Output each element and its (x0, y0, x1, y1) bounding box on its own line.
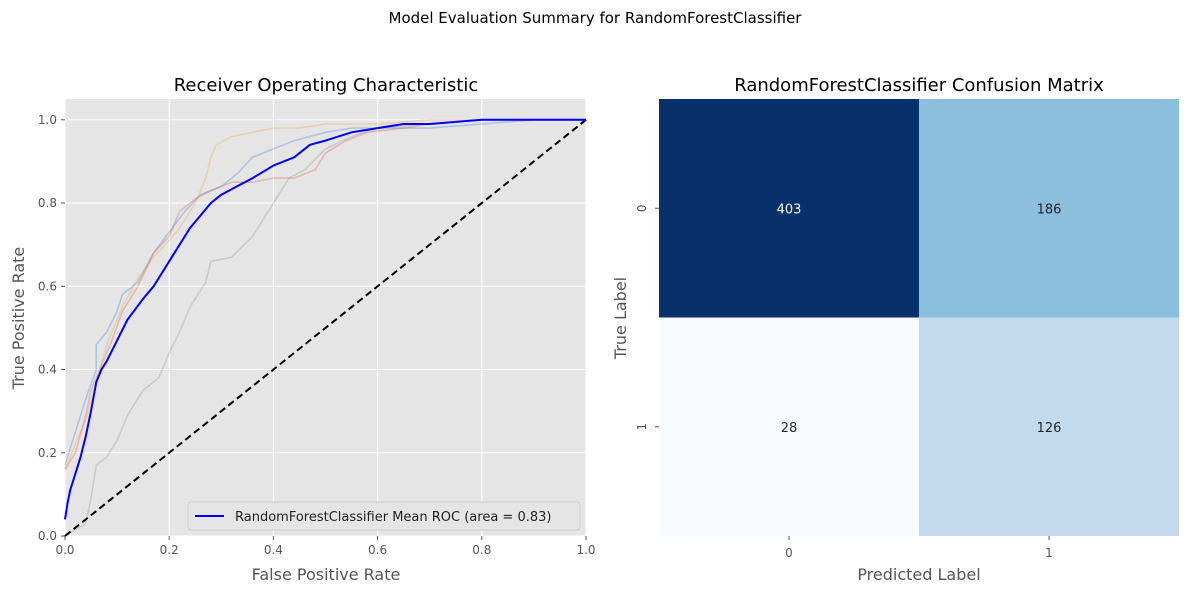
roc-x-tick-label: 0.6 (368, 543, 387, 557)
cm-cell-value: 28 (781, 421, 798, 436)
roc-y-label: True Positive Rate (9, 247, 28, 391)
cm-cell (919, 99, 1179, 318)
roc-fold-line (64, 119, 586, 470)
roc-y-tick-label: 0.2 (38, 446, 57, 460)
cm-x-label: Predicted Label (857, 565, 980, 584)
roc-legend: RandomForestClassifier Mean ROC (area = … (187, 501, 581, 531)
cm-cell (659, 317, 919, 536)
roc-y-tick-label: 0.6 (38, 279, 57, 293)
cm-x-tick-label: 1 (1045, 546, 1053, 560)
cm-x-tick-label: 0 (785, 546, 793, 560)
roc-grid (64, 99, 587, 537)
roc-legend-box (187, 501, 581, 531)
roc-chance-line (64, 119, 587, 537)
roc-mean-line (64, 118, 586, 520)
roc-x-tick-label: 0.4 (264, 543, 283, 557)
cm-y-label: True Label (611, 277, 630, 360)
roc-x-tick-label: 0.0 (55, 543, 74, 557)
cm-cells: 403 186 28 126 (659, 99, 1179, 536)
cm-y-tick-label: 0 (635, 204, 649, 212)
roc-x-label: False Positive Rate (252, 565, 401, 584)
roc-y-tick-label: 0.8 (38, 196, 57, 210)
cm-y-tick-label: 1 (635, 423, 649, 431)
roc-panel: Receiver Operating Characteristic 0.0 0.2… (9, 75, 596, 584)
roc-fold-line (64, 119, 586, 470)
cm-cell-value: 186 (1037, 202, 1062, 217)
roc-y-tick-label: 0.4 (38, 363, 57, 377)
cm-cell (659, 99, 919, 318)
roc-title: Receiver Operating Characteristic (174, 75, 479, 96)
cm-cell-value: 126 (1037, 421, 1062, 436)
roc-y-tick-label: 0.0 (38, 529, 57, 543)
roc-plot-area (65, 99, 586, 536)
roc-legend-label: RandomForestClassifier Mean ROC (area = … (235, 510, 551, 525)
cm-ticks: 0 1 0 1 (635, 204, 1053, 560)
roc-x-tick-label: 0.8 (472, 543, 491, 557)
roc-y-tick-label: 1.0 (38, 113, 57, 127)
cm-cell-value: 403 (777, 202, 802, 217)
roc-lines (64, 118, 587, 537)
roc-y-ticks: 0.0 0.2 0.4 0.6 0.8 1.0 (38, 113, 65, 543)
roc-x-ticks: 0.0 0.2 0.4 0.6 0.8 1.0 (55, 536, 596, 557)
confusion-matrix-panel: RandomForestClassifier Confusion Matrix … (611, 75, 1179, 584)
roc-x-tick-label: 1.0 (576, 543, 595, 557)
figure-suptitle: Model Evaluation Summary for RandomFores… (389, 9, 803, 27)
roc-x-tick-label: 0.2 (160, 543, 179, 557)
cm-title: RandomForestClassifier Confusion Matrix (734, 75, 1104, 96)
cm-cell (919, 317, 1179, 536)
